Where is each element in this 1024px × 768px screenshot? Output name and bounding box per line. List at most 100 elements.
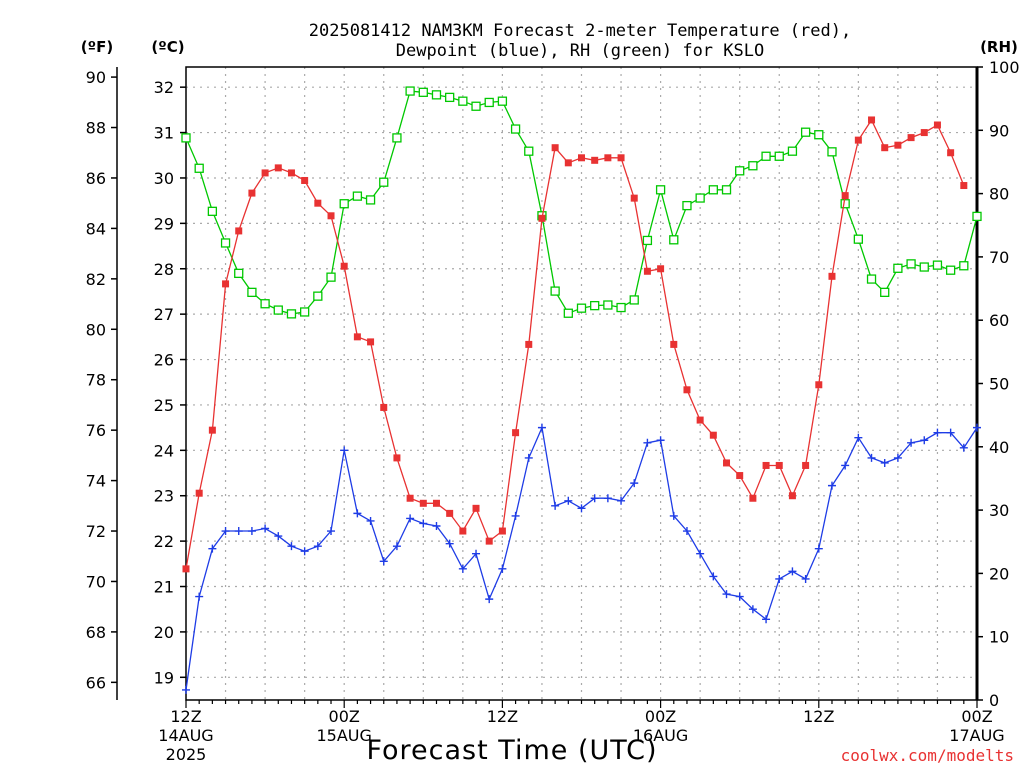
celsius-tick-label: 28: [154, 260, 174, 279]
data-point-rh: [919, 262, 929, 272]
fahrenheit-tick-label: 76: [86, 421, 106, 440]
rh-tick-label: 40: [989, 438, 1009, 457]
rh-tick-label: 80: [989, 185, 1009, 204]
data-point-temperature: [182, 565, 190, 573]
data-point-dewpoint: [511, 511, 520, 520]
data-point-temperature: [340, 262, 348, 270]
data-point-dewpoint: [946, 428, 955, 437]
data-point-dewpoint: [814, 544, 823, 553]
data-point-dewpoint: [775, 574, 784, 583]
data-point-temperature: [525, 340, 533, 348]
y-axis-rh-label: (RH): [980, 38, 1018, 56]
time-tick-label: 17AUG: [949, 726, 1004, 745]
fahrenheit-tick-label: 86: [86, 169, 106, 188]
data-point-dewpoint: [788, 567, 797, 576]
data-point-temperature: [353, 333, 361, 341]
data-point-dewpoint: [643, 438, 652, 447]
rh-tick-label: 60: [989, 311, 1009, 330]
fahrenheit-tick-label: 68: [86, 623, 106, 642]
data-point-dewpoint: [274, 532, 283, 541]
data-point-dewpoint: [841, 461, 850, 470]
credit-text: coolwx.com/modelts: [841, 746, 1014, 765]
data-point-rh: [959, 261, 969, 271]
data-point-rh: [524, 146, 534, 156]
data-point-temperature: [195, 489, 203, 497]
data-point-temperature: [327, 212, 335, 220]
data-point-rh: [590, 300, 600, 311]
data-point-rh: [260, 299, 270, 309]
data-point-temperature: [485, 537, 493, 545]
data-point-temperature: [828, 272, 836, 280]
data-point-temperature: [459, 527, 467, 535]
data-point-rh: [207, 206, 218, 216]
time-tick-label: 14AUG: [158, 726, 213, 745]
data-point-dewpoint: [551, 501, 560, 510]
data-point-temperature: [604, 154, 612, 162]
data-point-dewpoint: [920, 436, 929, 445]
data-point-dewpoint: [748, 605, 757, 614]
data-point-rh: [735, 166, 745, 176]
data-point-rh: [576, 303, 587, 313]
data-point-rh: [497, 96, 508, 106]
time-tick-label: 16AUG: [633, 726, 688, 745]
data-point-dewpoint: [722, 590, 731, 599]
data-point-dewpoint: [907, 438, 916, 447]
fahrenheit-tick-label: 72: [86, 522, 106, 541]
data-point-dewpoint: [406, 514, 415, 523]
data-point-rh: [721, 185, 732, 195]
data-point-rh: [603, 300, 613, 310]
data-point-temperature: [841, 192, 849, 200]
data-point-dewpoint: [419, 519, 428, 528]
data-point-dewpoint: [867, 453, 876, 462]
chart-title-line-2: Dewpoint (blue), RH (green) for KSLO: [396, 41, 764, 61]
data-point-dewpoint: [234, 527, 243, 536]
fahrenheit-tick-label: 90: [86, 68, 106, 87]
chart-title: 2025081412 NAM3KM Forecast 2-meter Tempe…: [309, 21, 851, 61]
data-point-rh: [431, 90, 442, 100]
data-point-rh: [510, 124, 521, 134]
data-point-rh: [339, 199, 349, 209]
data-point-temperature: [578, 154, 585, 162]
gridlines: [186, 67, 977, 700]
data-point-rh: [247, 287, 257, 297]
data-point-temperature: [287, 169, 295, 177]
data-point-rh: [220, 238, 231, 248]
celsius-tick-label: 20: [154, 623, 174, 642]
data-point-rh: [326, 272, 336, 282]
data-point-rh: [642, 235, 653, 246]
data-point-temperature: [960, 182, 968, 190]
data-point-dewpoint: [300, 547, 309, 556]
data-point-dewpoint: [340, 446, 349, 455]
fahrenheit-tick-label: 70: [86, 572, 106, 591]
data-point-rh: [800, 127, 811, 137]
data-point-dewpoint: [458, 564, 467, 573]
data-point-rh: [352, 191, 363, 201]
celsius-tick-label: 22: [154, 532, 174, 551]
data-point-rh: [299, 307, 310, 317]
data-point-rh: [932, 260, 943, 270]
data-point-temperature: [630, 194, 638, 202]
fahrenheit-tick-label: 66: [86, 673, 106, 692]
data-point-dewpoint: [801, 574, 810, 583]
data-point-temperature: [261, 169, 269, 177]
celsius-tick-label: 24: [154, 441, 174, 460]
data-point-temperature: [367, 338, 375, 346]
data-point-dewpoint: [933, 428, 942, 437]
data-point-dewpoint: [392, 542, 401, 551]
time-tick-label: 00Z: [645, 707, 676, 726]
celsius-tick-label: 26: [154, 351, 174, 370]
data-point-temperature: [854, 136, 862, 144]
data-point-temperature: [933, 121, 941, 129]
rh-tick-label: 50: [989, 375, 1009, 394]
data-point-rh: [866, 274, 877, 284]
data-point-dewpoint: [445, 539, 454, 548]
fahrenheit-ticks: 66 68 70 72 74 76 78 80 82 84 86 88 90: [86, 68, 117, 692]
celsius-tick-label: 23: [154, 487, 174, 506]
data-point-rh: [405, 86, 415, 96]
data-point-temperature: [907, 134, 915, 142]
data-point-dewpoint: [472, 549, 481, 558]
celsius-tick-label: 31: [154, 124, 174, 143]
data-point-rh: [748, 161, 758, 171]
data-point-temperature: [815, 381, 823, 389]
